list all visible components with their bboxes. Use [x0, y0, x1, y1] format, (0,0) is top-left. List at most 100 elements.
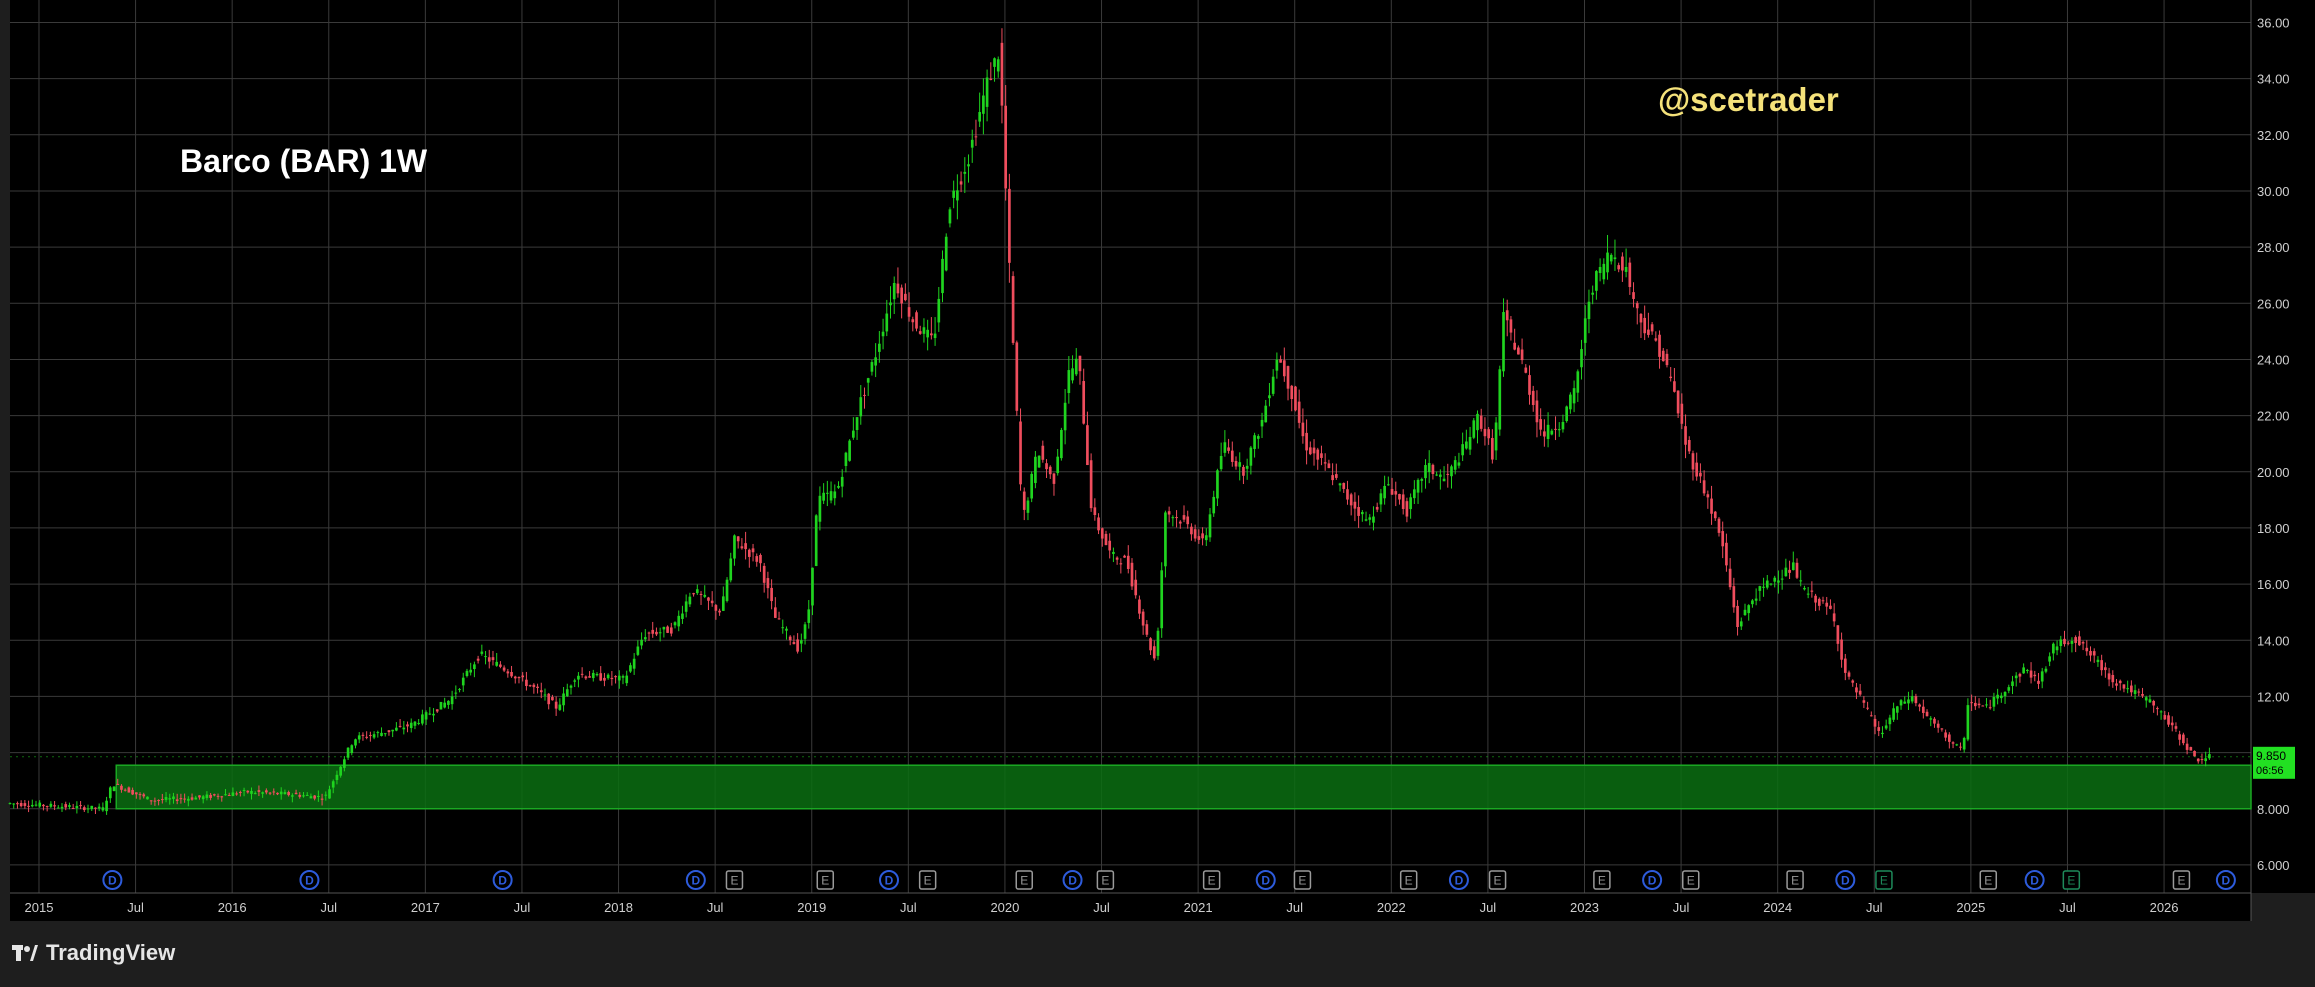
candle-body	[1643, 317, 1647, 334]
candle-body	[1817, 598, 1821, 606]
candle-body	[101, 807, 105, 811]
candle-body	[153, 800, 157, 802]
candle-body	[993, 58, 996, 67]
candle-body	[811, 567, 814, 606]
candle-body	[729, 558, 733, 581]
candle-body	[1617, 265, 1621, 270]
candle-body	[658, 632, 662, 634]
candle-body	[1832, 613, 1836, 622]
candle-body	[1227, 447, 1230, 451]
candle-body	[239, 791, 242, 793]
price-tick-label: 8.000	[2257, 802, 2290, 817]
candle-body	[907, 307, 911, 317]
candle-body	[216, 795, 220, 797]
candle-body	[2081, 642, 2085, 644]
candle-body	[406, 724, 409, 727]
candle-body	[896, 283, 900, 294]
candle-body	[172, 796, 175, 800]
earnings-marker-box	[1593, 870, 1611, 890]
candle-body	[1420, 479, 1424, 481]
candle-body	[1535, 400, 1539, 423]
candle-body	[1725, 542, 1728, 566]
candle-body	[1869, 715, 1873, 717]
candle-body	[1624, 266, 1628, 272]
candle-body	[179, 798, 183, 800]
plot-area[interactable]	[10, 0, 2251, 893]
candle-body	[402, 727, 406, 730]
dividend-marker-label: D	[1261, 874, 1270, 888]
candle-body	[1212, 496, 1216, 514]
candle-body	[1089, 460, 1093, 509]
candle-body	[744, 543, 747, 550]
candle-body	[313, 795, 316, 799]
price-axis[interactable]	[2251, 0, 2315, 893]
candle-body	[2063, 638, 2066, 645]
candle-body	[766, 578, 770, 589]
candle-body	[1360, 512, 1364, 515]
dividend-marker: D	[299, 870, 320, 890]
candle-body	[1353, 501, 1357, 509]
tradingview-logo[interactable]: TradingView	[12, 938, 175, 968]
candle-body	[305, 794, 309, 796]
candle-body	[547, 693, 551, 705]
candle-body	[372, 734, 376, 738]
dividend-marker-circle	[299, 870, 320, 890]
candle-body	[461, 677, 465, 686]
time-tick-label: Jul	[1093, 900, 1110, 915]
candle-body	[2115, 683, 2118, 686]
candle-body	[105, 800, 108, 812]
candle-body	[1483, 428, 1487, 437]
candle-body	[1851, 680, 1855, 683]
candle-body	[855, 417, 859, 431]
candle-body	[2014, 675, 2018, 679]
candle-body	[1910, 696, 1914, 702]
earnings-marker-box	[725, 870, 744, 890]
candle-body	[1944, 732, 1947, 738]
candle-body	[982, 95, 985, 114]
candle-body	[610, 677, 614, 680]
candle-body	[1962, 737, 1966, 750]
candle-body	[1093, 507, 1097, 516]
candle-body	[662, 626, 666, 630]
candle-body	[1539, 419, 1542, 430]
dividend-marker-label: D	[885, 874, 894, 888]
candle-body	[1569, 394, 1572, 410]
candle-body	[2033, 674, 2037, 677]
time-tick-label: 2021	[1184, 900, 1213, 915]
candle-body	[1334, 474, 1338, 478]
candle-body	[1465, 441, 1468, 449]
candle-body	[1349, 494, 1353, 506]
candle-body	[807, 609, 811, 623]
candle-body	[1899, 700, 1903, 706]
candle-body	[487, 657, 491, 662]
candle-body	[2007, 687, 2011, 691]
candle-body	[1609, 254, 1613, 262]
price-tick-label: 26.00	[2257, 296, 2290, 311]
candle-body	[1933, 718, 1936, 724]
earnings-marker-label: E	[1984, 874, 1992, 888]
candle-body	[350, 745, 354, 754]
time-axis[interactable]	[10, 893, 2251, 921]
candle-body	[1019, 421, 1022, 485]
candle-body	[42, 804, 45, 807]
candle-body	[1249, 447, 1253, 466]
candle-body	[1386, 484, 1390, 486]
candle-body	[1126, 555, 1130, 569]
candle-body	[1888, 717, 1892, 725]
candle-body	[2137, 691, 2141, 693]
candle-body	[1676, 390, 1680, 414]
candle-body	[1398, 494, 1401, 500]
candle-body	[2141, 693, 2144, 696]
candle-body	[1476, 413, 1479, 431]
candle-body	[1416, 479, 1420, 493]
dividend-marker-circle	[879, 870, 900, 890]
earnings-marker: E	[1786, 870, 1804, 890]
earnings-marker-box	[1293, 870, 1312, 890]
candle-body	[1598, 267, 1602, 274]
candle-body	[517, 677, 521, 679]
candle-body	[777, 618, 781, 620]
candle-body	[1866, 707, 1869, 709]
candle-body	[1881, 732, 1884, 735]
